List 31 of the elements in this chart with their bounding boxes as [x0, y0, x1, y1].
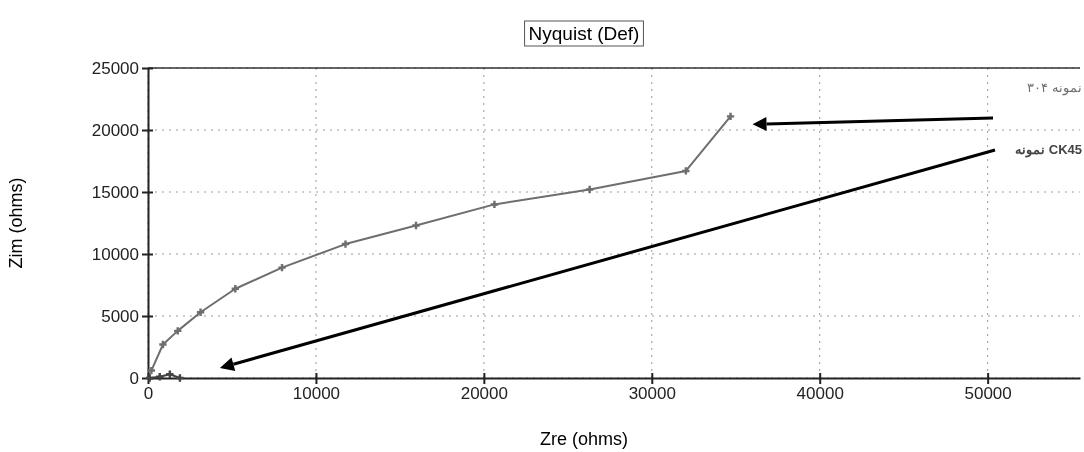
x-tick-label: 40000	[796, 384, 844, 404]
point	[412, 221, 420, 230]
point	[166, 370, 174, 378]
point	[341, 240, 350, 248]
x-tick-label: 30000	[628, 384, 676, 404]
point	[490, 200, 499, 209]
y-axis-title: Zim (ohms)	[6, 177, 26, 269]
point	[176, 374, 184, 382]
point	[146, 374, 154, 382]
point	[231, 285, 239, 293]
point	[585, 185, 594, 194]
text: نمونه ۳۰۴	[1027, 80, 1082, 96]
x-tick-label: 10000	[292, 384, 341, 404]
y-tick-label: 20000	[91, 120, 139, 140]
y-tick-label: 15000	[91, 182, 139, 202]
y-tick-label: 25000	[91, 58, 139, 78]
text: نمونه CK45	[1015, 142, 1082, 158]
x-tick-label: 0	[143, 384, 154, 404]
point	[726, 112, 735, 121]
x-tick-label: 50000	[964, 384, 1012, 404]
x-tick-label: 20000	[460, 384, 508, 404]
point	[278, 263, 286, 272]
y-tick-label: 10000	[91, 244, 139, 264]
point	[159, 340, 167, 349]
point	[147, 366, 156, 375]
point	[682, 167, 690, 175]
y-tick-label: 0	[129, 368, 139, 388]
point	[174, 327, 182, 335]
y-tick-label: 5000	[101, 306, 139, 326]
x-axis-title: Zre (ohms)	[539, 429, 629, 449]
point	[196, 308, 205, 316]
